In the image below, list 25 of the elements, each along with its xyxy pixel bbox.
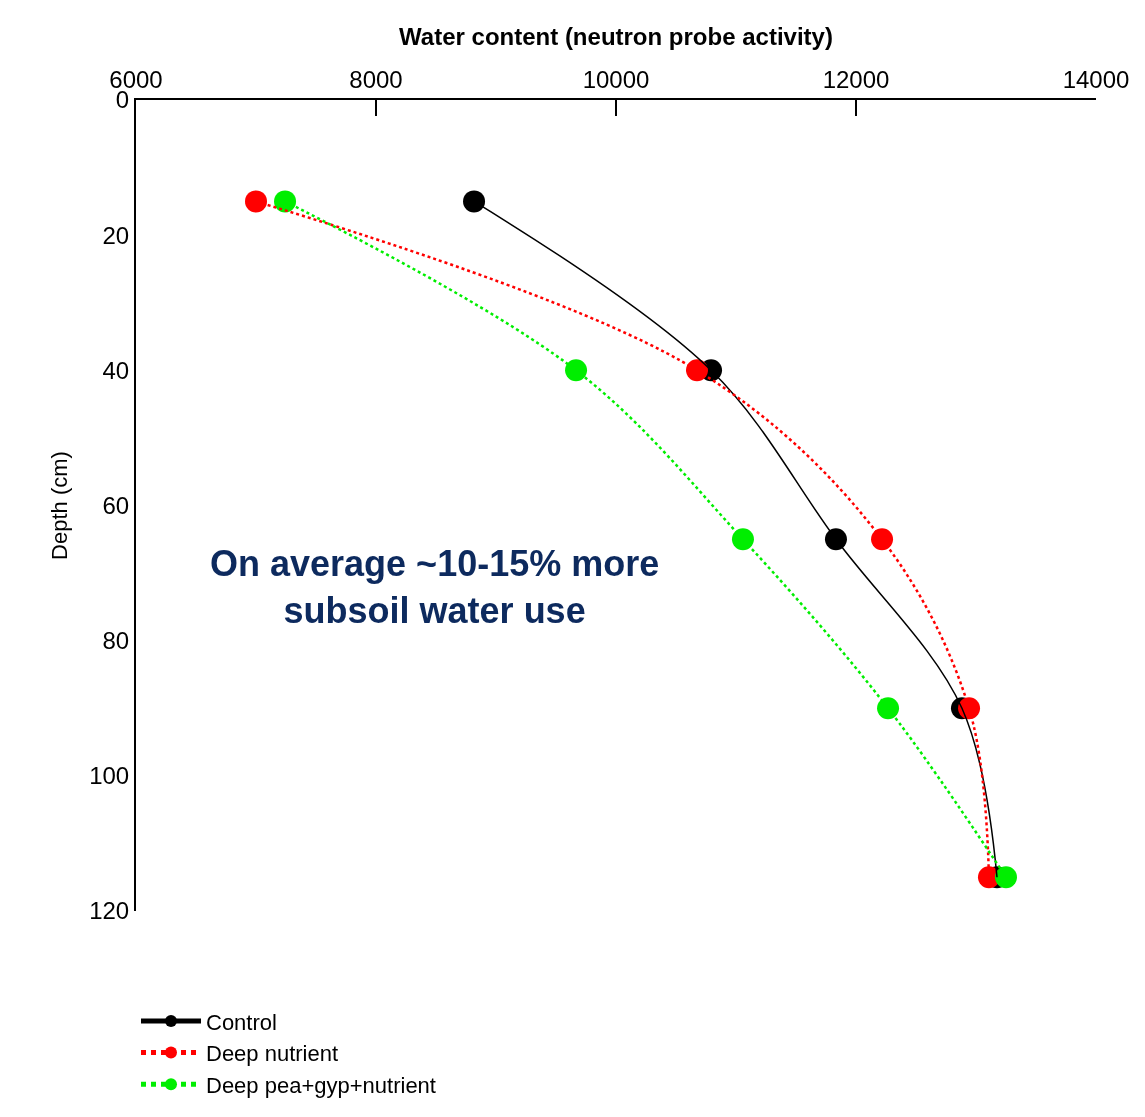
point (245, 190, 267, 213)
y-tick-label: 60 (102, 491, 130, 519)
y-axis-title: Depth (cm) (47, 451, 73, 560)
point (731, 528, 754, 551)
point (824, 528, 847, 551)
y-tick-label: 100 (89, 762, 130, 790)
legend-label: Deep pea+gyp+nutrient (206, 1072, 436, 1098)
y-tick-label: 80 (102, 627, 130, 655)
legend-label: Control (206, 1009, 277, 1035)
x-axis-title: Water content (neutron probe activity) (399, 23, 833, 50)
y-tick-label: 20 (102, 221, 130, 249)
point (995, 866, 1017, 889)
legend-label: Deep nutrient (206, 1041, 339, 1067)
point (877, 697, 900, 720)
x-tick-label: 14000 (1062, 66, 1130, 94)
x-tick-label: 12000 (822, 66, 890, 94)
annotation: On average ~10-15% more subsoil water use (210, 543, 660, 631)
point (463, 190, 486, 213)
point (565, 359, 588, 382)
x-tick-label: 10000 (582, 66, 650, 94)
x-tick-label: 8000 (349, 66, 403, 94)
y-tick-label: 120 (89, 897, 130, 925)
y-tick-label: 40 (102, 356, 130, 384)
point (274, 190, 297, 213)
point (871, 528, 894, 551)
